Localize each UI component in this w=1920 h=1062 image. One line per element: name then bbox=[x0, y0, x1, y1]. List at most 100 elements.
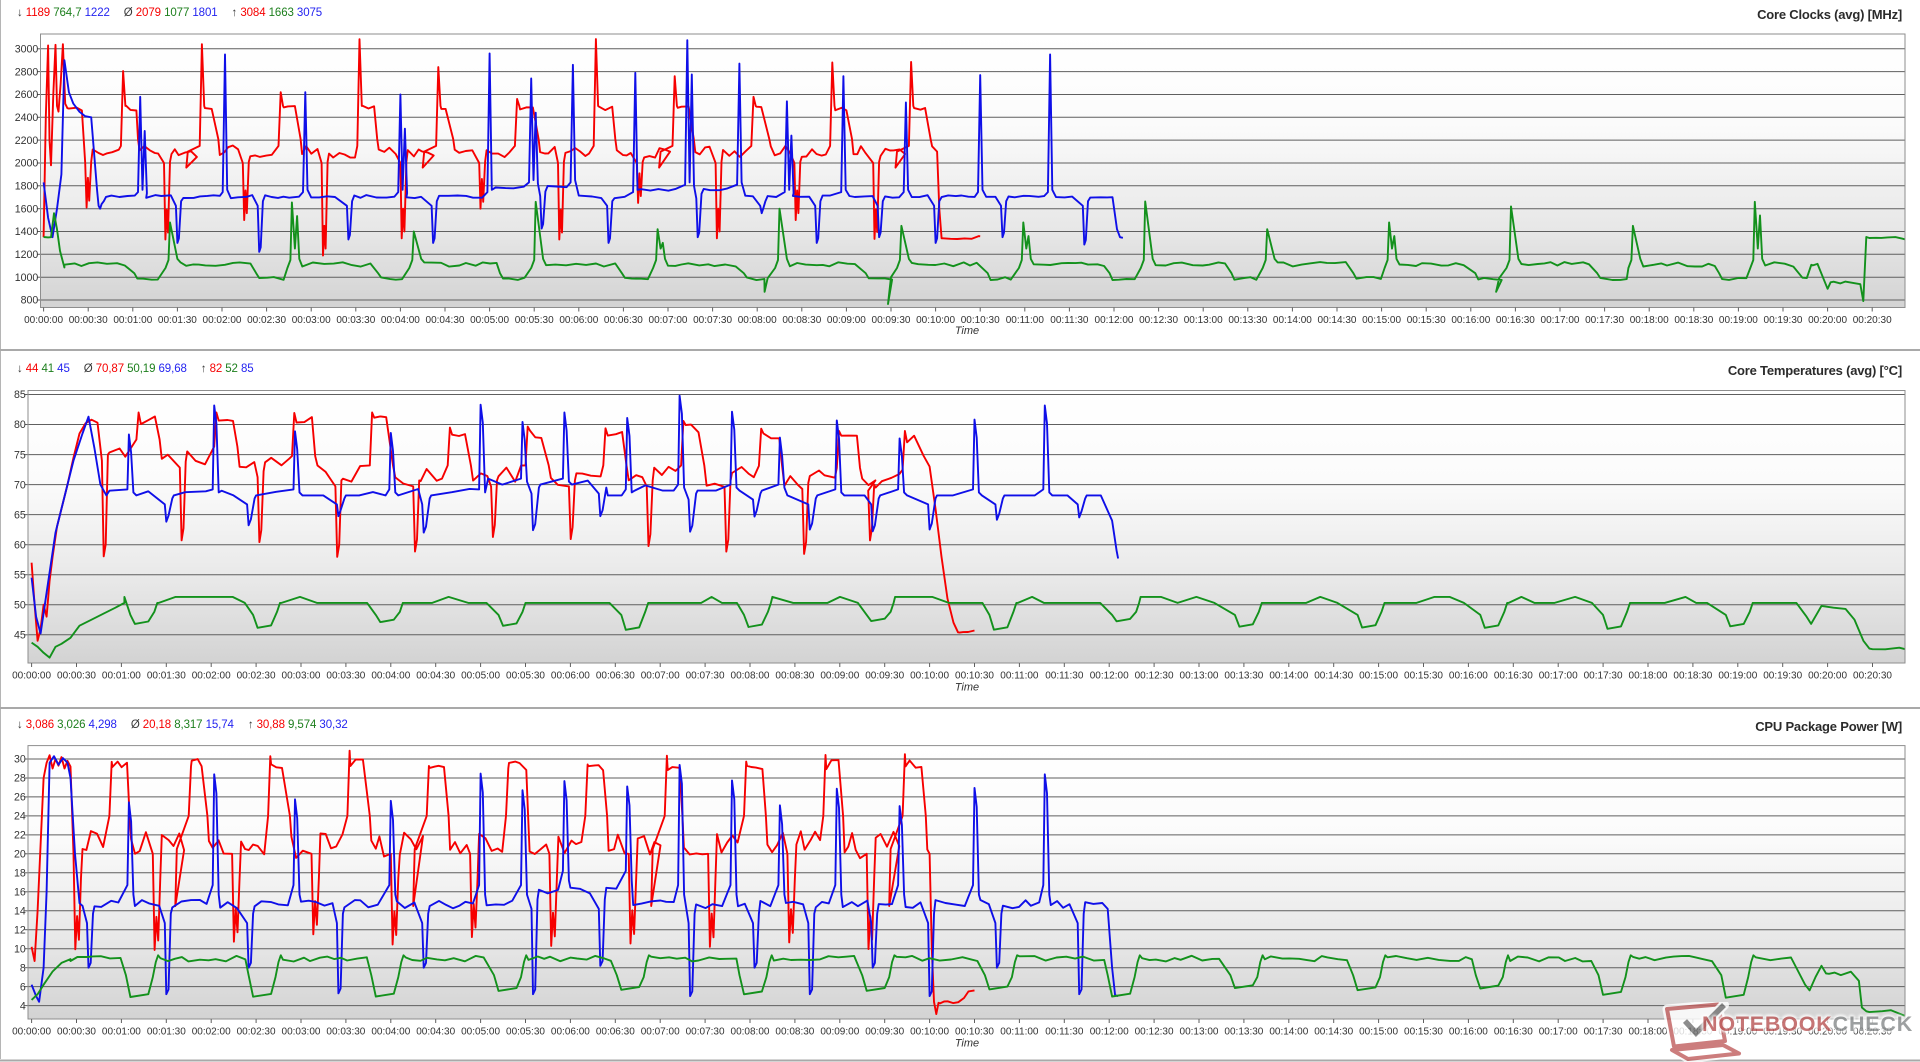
svg-text:00:18:00: 00:18:00 bbox=[1629, 671, 1668, 682]
svg-text:00:13:30: 00:13:30 bbox=[1224, 1027, 1263, 1038]
svg-text:2000: 2000 bbox=[15, 158, 39, 170]
svg-text:00:19:30: 00:19:30 bbox=[1763, 1027, 1802, 1038]
svg-text:00:03:30: 00:03:30 bbox=[336, 315, 375, 326]
svg-text:2200: 2200 bbox=[15, 135, 39, 147]
svg-text:00:08:30: 00:08:30 bbox=[775, 1027, 814, 1038]
svg-text:00:04:00: 00:04:00 bbox=[381, 315, 420, 326]
svg-text:00:02:00: 00:02:00 bbox=[192, 671, 231, 682]
svg-text:00:19:00: 00:19:00 bbox=[1719, 315, 1758, 326]
svg-text:00:04:00: 00:04:00 bbox=[371, 671, 410, 682]
svg-text:00:17:00: 00:17:00 bbox=[1539, 671, 1578, 682]
svg-text:4: 4 bbox=[20, 1000, 26, 1012]
svg-text:00:05:30: 00:05:30 bbox=[506, 1027, 545, 1038]
svg-text:00:20:30: 00:20:30 bbox=[1853, 1027, 1892, 1038]
svg-text:1600: 1600 bbox=[15, 203, 39, 215]
svg-text:80: 80 bbox=[14, 419, 26, 431]
svg-text:00:17:30: 00:17:30 bbox=[1585, 315, 1624, 326]
svg-text:00:06:00: 00:06:00 bbox=[551, 671, 590, 682]
svg-text:00:13:00: 00:13:00 bbox=[1180, 1027, 1219, 1038]
svg-text:00:10:00: 00:10:00 bbox=[910, 1027, 949, 1038]
svg-text:24: 24 bbox=[14, 811, 26, 823]
svg-text:00:07:30: 00:07:30 bbox=[693, 315, 732, 326]
svg-text:22: 22 bbox=[14, 830, 26, 842]
svg-text:00:00:00: 00:00:00 bbox=[12, 1027, 51, 1038]
svg-text:00:08:00: 00:08:00 bbox=[731, 1027, 770, 1038]
svg-text:00:07:00: 00:07:00 bbox=[641, 671, 680, 682]
svg-text:00:14:30: 00:14:30 bbox=[1314, 1027, 1353, 1038]
svg-text:00:12:30: 00:12:30 bbox=[1139, 315, 1178, 326]
svg-text:00:00:30: 00:00:30 bbox=[57, 1027, 96, 1038]
svg-text:00:00:00: 00:00:00 bbox=[24, 315, 63, 326]
svg-text:3000: 3000 bbox=[15, 44, 39, 56]
svg-text:00:00:30: 00:00:30 bbox=[69, 315, 108, 326]
svg-text:00:02:30: 00:02:30 bbox=[237, 1027, 276, 1038]
svg-text:00:18:30: 00:18:30 bbox=[1674, 315, 1713, 326]
svg-text:00:16:30: 00:16:30 bbox=[1494, 1027, 1533, 1038]
svg-text:00:17:30: 00:17:30 bbox=[1584, 1027, 1623, 1038]
svg-text:00:09:00: 00:09:00 bbox=[820, 1027, 859, 1038]
svg-text:65: 65 bbox=[14, 509, 26, 521]
svg-text:50: 50 bbox=[14, 599, 26, 611]
svg-text:00:00:00: 00:00:00 bbox=[12, 671, 51, 682]
svg-text:00:02:30: 00:02:30 bbox=[247, 315, 286, 326]
svg-text:00:09:00: 00:09:00 bbox=[827, 315, 866, 326]
svg-text:00:13:00: 00:13:00 bbox=[1184, 315, 1223, 326]
svg-text:00:05:30: 00:05:30 bbox=[506, 671, 545, 682]
svg-text:00:15:30: 00:15:30 bbox=[1404, 671, 1443, 682]
svg-text:00:10:00: 00:10:00 bbox=[910, 671, 949, 682]
svg-text:2400: 2400 bbox=[15, 112, 39, 124]
svg-text:00:12:30: 00:12:30 bbox=[1135, 671, 1174, 682]
svg-text:00:19:00: 00:19:00 bbox=[1718, 1027, 1757, 1038]
svg-text:2800: 2800 bbox=[15, 66, 39, 78]
svg-text:00:15:30: 00:15:30 bbox=[1407, 315, 1446, 326]
svg-text:1000: 1000 bbox=[15, 272, 39, 284]
svg-text:00:09:00: 00:09:00 bbox=[820, 671, 859, 682]
svg-text:00:01:00: 00:01:00 bbox=[102, 671, 141, 682]
svg-text:16: 16 bbox=[14, 887, 26, 899]
svg-text:Time: Time bbox=[955, 325, 979, 337]
svg-text:00:12:00: 00:12:00 bbox=[1090, 671, 1129, 682]
svg-text:00:20:00: 00:20:00 bbox=[1808, 1027, 1847, 1038]
svg-text:00:20:00: 00:20:00 bbox=[1808, 671, 1847, 682]
svg-text:20: 20 bbox=[14, 849, 26, 861]
svg-text:00:08:00: 00:08:00 bbox=[731, 671, 770, 682]
svg-text:00:11:30: 00:11:30 bbox=[1050, 315, 1089, 326]
svg-text:00:13:30: 00:13:30 bbox=[1224, 671, 1263, 682]
svg-text:00:13:30: 00:13:30 bbox=[1228, 315, 1267, 326]
svg-text:00:03:00: 00:03:00 bbox=[282, 671, 321, 682]
svg-text:00:20:30: 00:20:30 bbox=[1853, 315, 1892, 326]
svg-text:800: 800 bbox=[21, 295, 39, 307]
svg-text:00:02:00: 00:02:00 bbox=[192, 1027, 231, 1038]
svg-text:00:15:30: 00:15:30 bbox=[1404, 1027, 1443, 1038]
svg-text:00:01:30: 00:01:30 bbox=[158, 315, 197, 326]
svg-text:00:05:00: 00:05:00 bbox=[461, 671, 500, 682]
svg-text:00:07:30: 00:07:30 bbox=[686, 671, 725, 682]
svg-text:00:10:30: 00:10:30 bbox=[955, 1027, 994, 1038]
svg-text:00:11:30: 00:11:30 bbox=[1045, 1027, 1084, 1038]
svg-text:00:00:30: 00:00:30 bbox=[57, 671, 96, 682]
svg-text:00:04:00: 00:04:00 bbox=[371, 1027, 410, 1038]
svg-text:00:05:00: 00:05:00 bbox=[461, 1027, 500, 1038]
svg-text:00:12:30: 00:12:30 bbox=[1135, 1027, 1174, 1038]
svg-text:00:17:30: 00:17:30 bbox=[1584, 671, 1623, 682]
svg-text:00:16:30: 00:16:30 bbox=[1496, 315, 1535, 326]
svg-text:00:14:30: 00:14:30 bbox=[1318, 315, 1357, 326]
svg-text:00:14:00: 00:14:00 bbox=[1269, 671, 1308, 682]
svg-text:00:20:00: 00:20:00 bbox=[1808, 315, 1847, 326]
svg-text:00:16:00: 00:16:00 bbox=[1449, 1027, 1488, 1038]
svg-text:00:11:30: 00:11:30 bbox=[1045, 671, 1084, 682]
svg-text:60: 60 bbox=[14, 539, 26, 551]
svg-text:00:03:00: 00:03:00 bbox=[292, 315, 331, 326]
svg-text:18: 18 bbox=[14, 868, 26, 880]
svg-text:00:13:00: 00:13:00 bbox=[1180, 671, 1219, 682]
svg-text:00:17:00: 00:17:00 bbox=[1541, 315, 1580, 326]
svg-text:00:10:00: 00:10:00 bbox=[916, 315, 955, 326]
svg-text:1800: 1800 bbox=[15, 181, 39, 193]
svg-text:00:12:00: 00:12:00 bbox=[1090, 1027, 1129, 1038]
svg-text:00:06:30: 00:06:30 bbox=[604, 315, 643, 326]
svg-text:00:15:00: 00:15:00 bbox=[1362, 315, 1401, 326]
svg-text:00:14:30: 00:14:30 bbox=[1314, 671, 1353, 682]
svg-text:00:02:30: 00:02:30 bbox=[237, 671, 276, 682]
svg-text:00:18:30: 00:18:30 bbox=[1673, 671, 1712, 682]
svg-text:00:15:00: 00:15:00 bbox=[1359, 671, 1398, 682]
